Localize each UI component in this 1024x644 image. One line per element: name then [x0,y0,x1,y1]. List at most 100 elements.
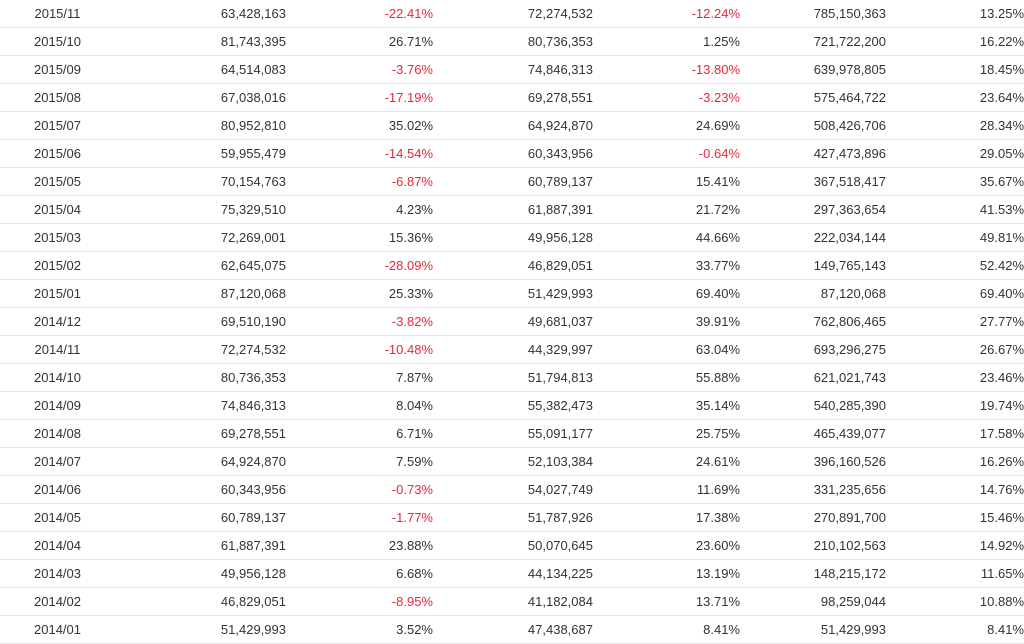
prior-value-cell: 54,027,749 [433,475,593,504]
yoy-change-cell: 44.66% [593,223,740,252]
cumulative-cell: 508,426,706 [740,111,886,140]
value-cell: 87,120,068 [115,279,286,308]
month-cell: 2015/02 [0,251,115,280]
cumulative-cell: 785,150,363 [740,0,886,28]
change-cell: -14.54% [286,139,433,168]
table-row: 2015/02 62,645,075 -28.09% 46,829,051 33.77%… [0,251,1024,280]
month-cell: 2014/02 [0,587,115,616]
cumulative-change-cell: 29.05% [886,139,1024,168]
change-cell: -3.76% [286,55,433,84]
yoy-change-cell: 63.04% [593,335,740,364]
prior-value-cell: 51,787,926 [433,503,593,532]
prior-value-cell: 55,382,473 [433,391,593,420]
table-row: 2014/09 74,846,313 8.04% 55,382,473 35.14% 54… [0,391,1024,420]
cumulative-cell: 639,978,805 [740,55,886,84]
cumulative-change-cell: 23.46% [886,363,1024,392]
value-cell: 61,887,391 [115,531,286,560]
cumulative-cell: 762,806,465 [740,307,886,336]
table-row: 2014/03 49,956,128 6.68% 44,134,225 13.19% 14… [0,559,1024,588]
cumulative-change-cell: 16.26% [886,447,1024,476]
cumulative-cell: 621,021,743 [740,363,886,392]
cumulative-change-cell: 14.76% [886,475,1024,504]
change-cell: 8.04% [286,391,433,420]
value-cell: 51,429,993 [115,615,286,644]
yoy-change-cell: 8.41% [593,615,740,644]
prior-value-cell: 64,924,870 [433,111,593,140]
prior-value-cell: 80,736,353 [433,27,593,56]
cumulative-cell: 396,160,526 [740,447,886,476]
prior-value-cell: 61,887,391 [433,195,593,224]
value-cell: 60,789,137 [115,503,286,532]
prior-value-cell: 60,789,137 [433,167,593,196]
cumulative-change-cell: 35.67% [886,167,1024,196]
cumulative-change-cell: 41.53% [886,195,1024,224]
value-cell: 81,743,395 [115,27,286,56]
change-cell: 7.87% [286,363,433,392]
yoy-change-cell: -13.80% [593,55,740,84]
yoy-change-cell: 24.69% [593,111,740,140]
value-cell: 67,038,016 [115,83,286,112]
prior-value-cell: 49,956,128 [433,223,593,252]
value-cell: 69,278,551 [115,419,286,448]
table-row: 2014/04 61,887,391 23.88% 50,070,645 23.60% 2… [0,531,1024,560]
month-cell: 2015/09 [0,55,115,84]
month-cell: 2014/07 [0,447,115,476]
cumulative-cell: 148,215,172 [740,559,886,588]
cumulative-cell: 98,259,044 [740,587,886,616]
value-cell: 63,428,163 [115,0,286,28]
change-cell: -8.95% [286,587,433,616]
month-cell: 2014/05 [0,503,115,532]
change-cell: 25.33% [286,279,433,308]
table-row: 2015/07 80,952,810 35.02% 64,924,870 24.69% 5… [0,111,1024,140]
change-cell: -3.82% [286,307,433,336]
yoy-change-cell: 13.71% [593,587,740,616]
cumulative-change-cell: 27.77% [886,307,1024,336]
month-cell: 2014/03 [0,559,115,588]
cumulative-cell: 721,722,200 [740,27,886,56]
yoy-change-cell: -12.24% [593,0,740,28]
table-row: 2015/04 75,329,510 4.23% 61,887,391 21.72% 29… [0,195,1024,224]
value-cell: 49,956,128 [115,559,286,588]
cumulative-change-cell: 19.74% [886,391,1024,420]
table-row: 2014/02 46,829,051 -8.95% 41,182,084 13.71% 9… [0,587,1024,616]
month-cell: 2015/10 [0,27,115,56]
month-cell: 2015/07 [0,111,115,140]
value-cell: 72,269,001 [115,223,286,252]
value-cell: 70,154,763 [115,167,286,196]
yoy-change-cell: 39.91% [593,307,740,336]
table-row: 2014/06 60,343,956 -0.73% 54,027,749 11.69% 3… [0,475,1024,504]
value-cell: 62,645,075 [115,251,286,280]
yoy-change-cell: 35.14% [593,391,740,420]
value-cell: 72,274,532 [115,335,286,364]
table-row: 2015/11 63,428,163 -22.41% 72,274,532 -12.24… [0,0,1024,28]
change-cell: 23.88% [286,531,433,560]
change-cell: -0.73% [286,475,433,504]
cumulative-change-cell: 15.46% [886,503,1024,532]
cumulative-change-cell: 11.65% [886,559,1024,588]
yoy-change-cell: 33.77% [593,251,740,280]
month-cell: 2014/04 [0,531,115,560]
cumulative-change-cell: 13.25% [886,0,1024,28]
table-row: 2015/03 72,269,001 15.36% 49,956,128 44.66% 2… [0,223,1024,252]
table-row: 2015/01 87,120,068 25.33% 51,429,993 69.40% 8… [0,279,1024,308]
yoy-change-cell: 23.60% [593,531,740,560]
yoy-change-cell: 1.25% [593,27,740,56]
month-cell: 2015/01 [0,279,115,308]
cumulative-change-cell: 18.45% [886,55,1024,84]
change-cell: 3.52% [286,615,433,644]
change-cell: -17.19% [286,83,433,112]
cumulative-change-cell: 49.81% [886,223,1024,252]
cumulative-cell: 693,296,275 [740,335,886,364]
yoy-change-cell: 25.75% [593,419,740,448]
month-cell: 2014/01 [0,615,115,644]
change-cell: 15.36% [286,223,433,252]
table-row: 2014/11 72,274,532 -10.48% 44,329,997 63.04%… [0,335,1024,364]
prior-value-cell: 55,091,177 [433,419,593,448]
cumulative-cell: 149,765,143 [740,251,886,280]
cumulative-change-cell: 8.41% [886,615,1024,644]
change-cell: 7.59% [286,447,433,476]
month-cell: 2015/11 [0,0,115,28]
prior-value-cell: 69,278,551 [433,83,593,112]
